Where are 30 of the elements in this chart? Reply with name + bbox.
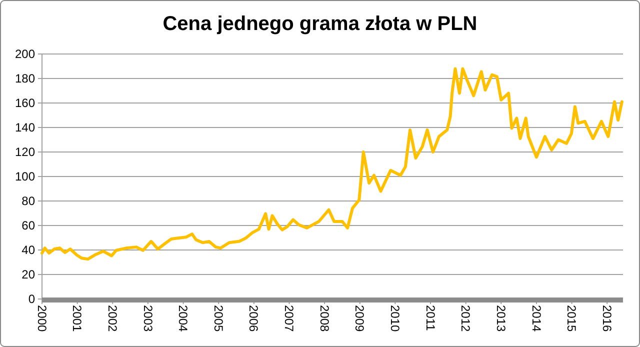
y-tick-label: 120 xyxy=(14,145,36,160)
y-tick-label: 60 xyxy=(22,218,36,233)
y-tick-label: 40 xyxy=(22,243,36,258)
x-tick-label: 2001 xyxy=(70,305,84,332)
x-tick-label: 2010 xyxy=(388,305,402,332)
x-tick-label: 2007 xyxy=(282,305,296,332)
y-tick-label: 160 xyxy=(14,96,36,110)
x-tick-label: 2000 xyxy=(34,305,49,332)
x-tick-label: 2008 xyxy=(317,305,332,332)
x-tick-label: 2011 xyxy=(423,305,438,332)
y-tick-label: 20 xyxy=(22,268,36,282)
y-tick-label: 200 xyxy=(14,47,36,62)
x-tick-label: 2016 xyxy=(600,305,614,332)
y-tick-label: 180 xyxy=(14,72,36,86)
x-tick-label: 2014 xyxy=(529,305,544,332)
y-tick-label: 100 xyxy=(14,170,36,184)
x-tick-label: 2004 xyxy=(176,305,190,332)
x-tick-label: 2006 xyxy=(246,305,261,332)
x-tick-label: 2013 xyxy=(494,305,508,332)
y-tick-label: 0 xyxy=(28,292,36,306)
x-tick-label: 2002 xyxy=(105,305,120,332)
x-tick-label: 2009 xyxy=(352,305,367,332)
x-tick-label: 2012 xyxy=(458,305,473,332)
y-tick-label: 140 xyxy=(14,120,36,135)
chart-title: Cena jednego grama złota w PLN xyxy=(162,13,478,35)
line-series xyxy=(40,67,624,261)
x-tick-label: 2003 xyxy=(140,305,155,332)
x-tick-label: 2005 xyxy=(211,305,226,332)
y-tick-label: 80 xyxy=(22,194,36,208)
x-tick-label: 2015 xyxy=(564,305,579,332)
